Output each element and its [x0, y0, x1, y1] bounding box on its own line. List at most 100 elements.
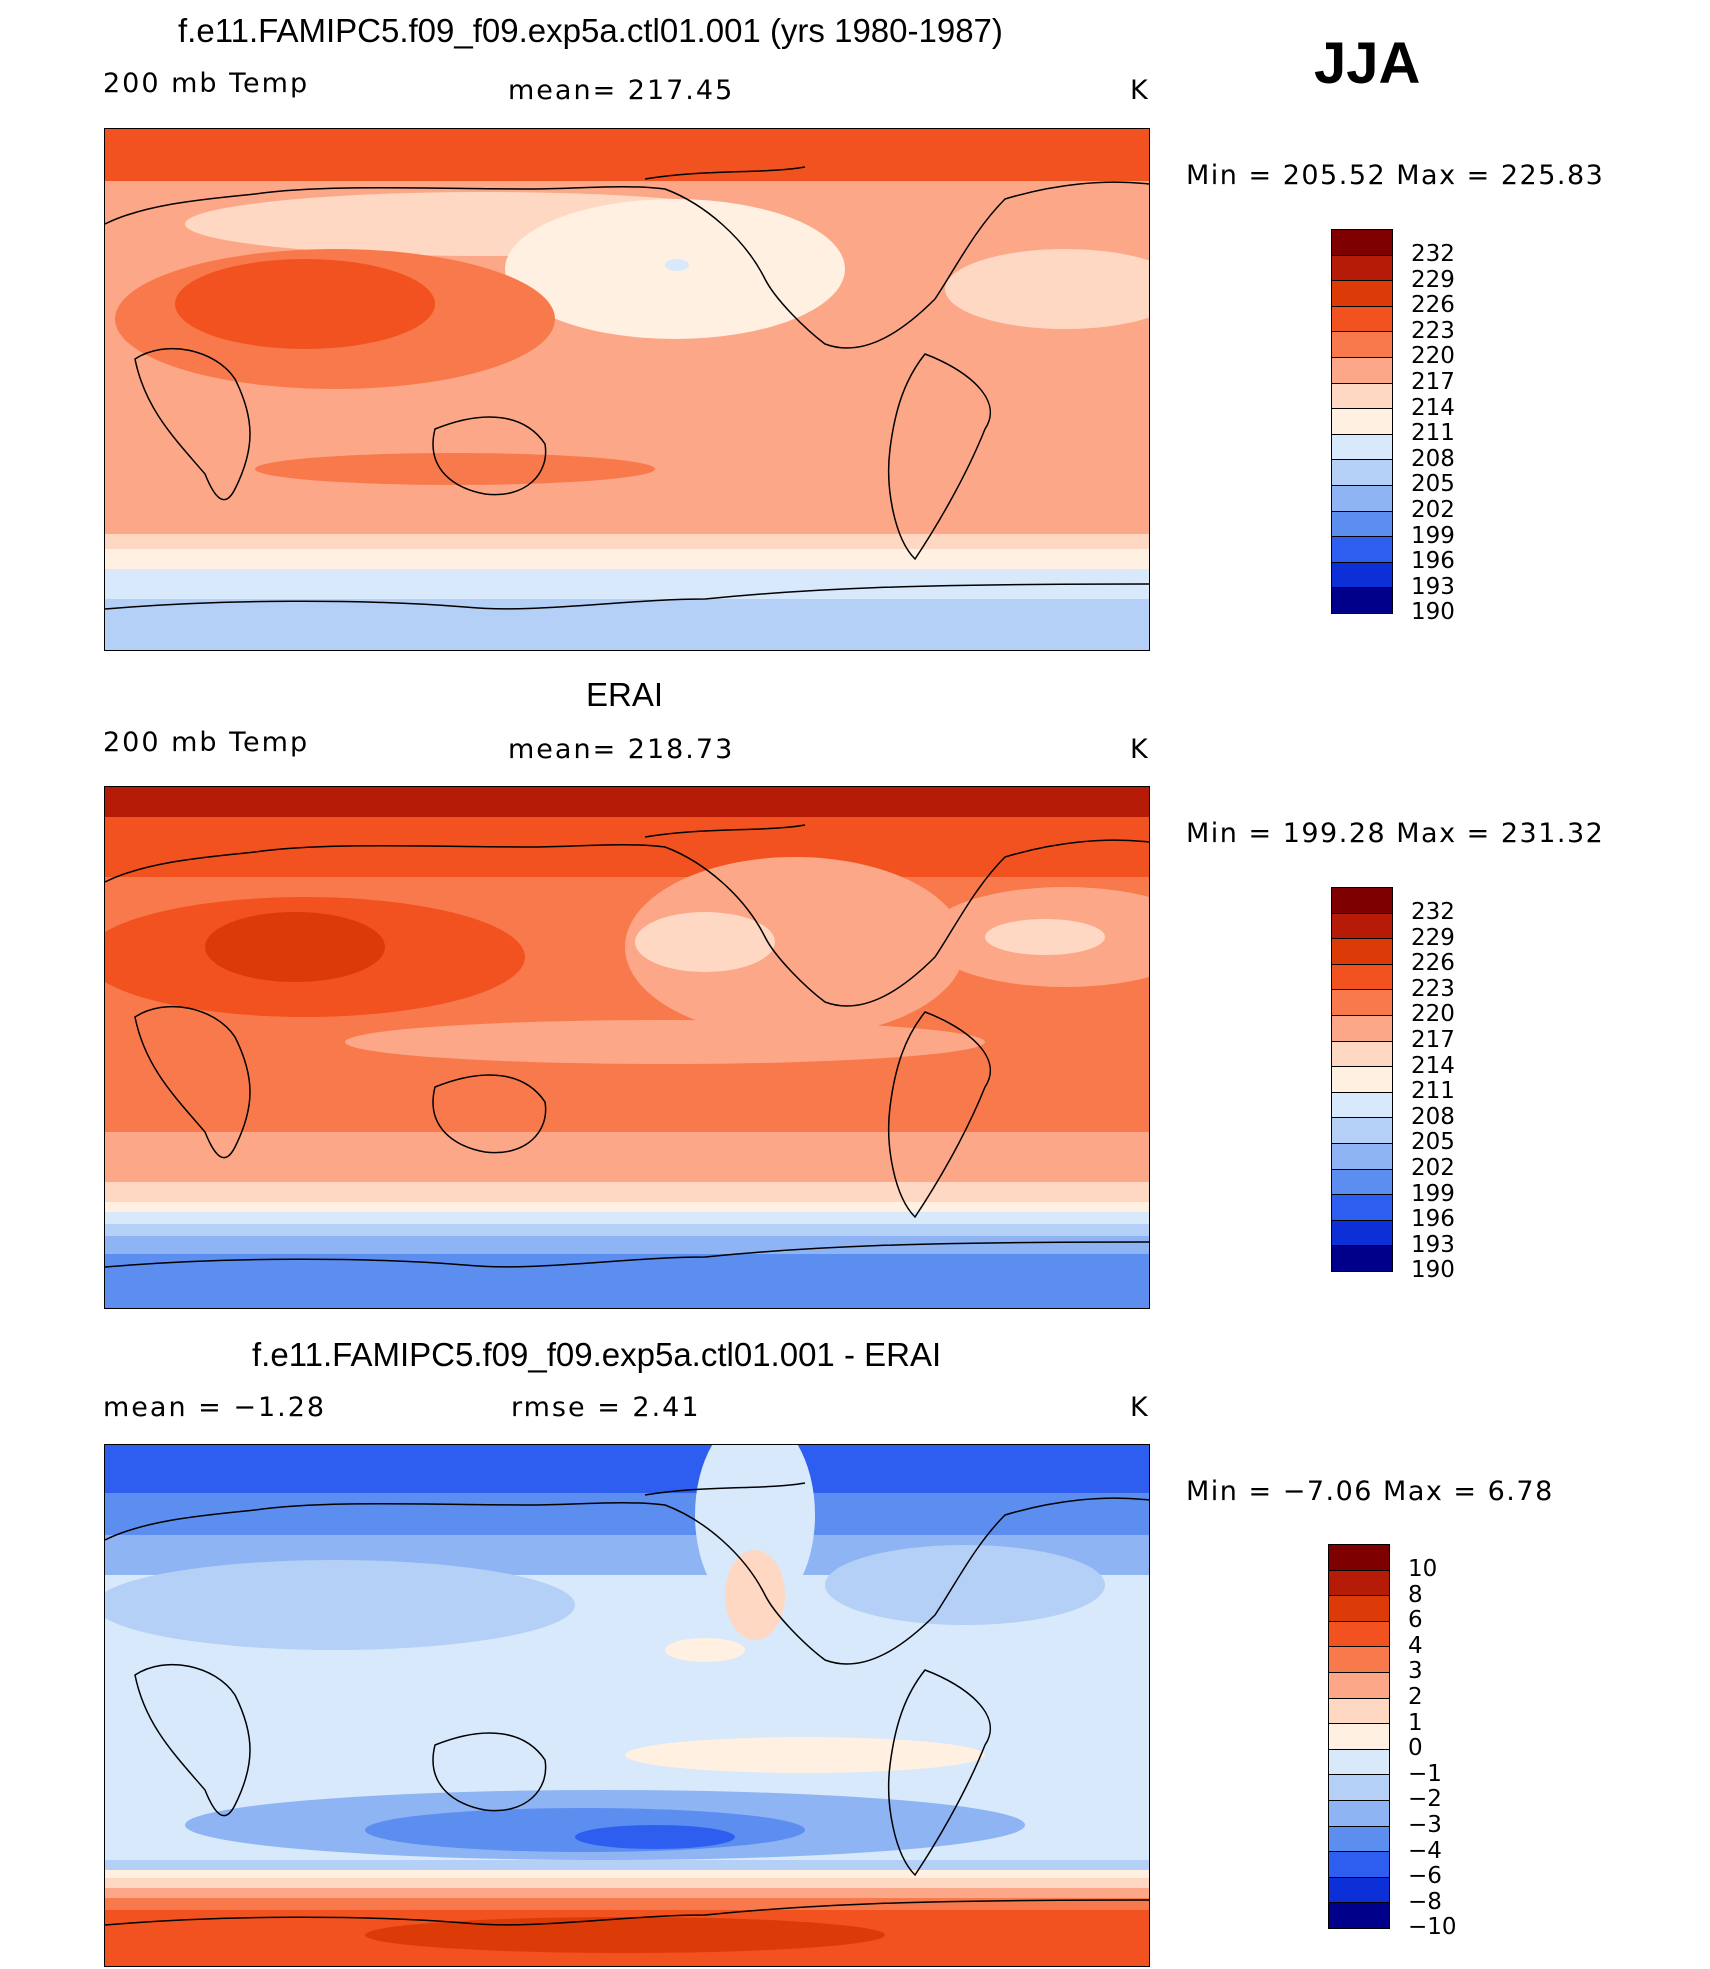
colorbar-tick-label: −2 [1408, 1786, 1442, 1813]
colorbar-tick-label: −10 [1408, 1914, 1457, 1941]
field-tropical-band [345, 1020, 985, 1064]
colorbar-swatch [1331, 963, 1393, 991]
panel-2-title: ERAI [586, 676, 664, 713]
colorbar-tick-label: 199 [1411, 522, 1455, 549]
colorbar-swatch [1331, 1168, 1393, 1196]
colorbar-tick-label: 229 [1411, 924, 1455, 951]
colorbar-tick-label: 220 [1411, 1001, 1455, 1028]
field-band-s5 [105, 1898, 1149, 1912]
field-band-antarctic [105, 599, 1149, 650]
colorbar-swatch [1328, 1902, 1390, 1929]
field-band-antarctic [105, 1254, 1149, 1308]
colorbar-tick-label: 217 [1411, 1027, 1455, 1054]
field-tibet-warm [175, 259, 435, 349]
colorbar-tick-label: 217 [1411, 369, 1455, 396]
colorbar-tick-label: 223 [1411, 975, 1455, 1002]
colorbar-swatch [1328, 1774, 1390, 1801]
colorbar-tick-label: 232 [1411, 899, 1455, 926]
colorbar-swatch [1331, 485, 1393, 512]
colorbar-tick-label: −3 [1408, 1812, 1442, 1839]
coastlines [105, 166, 1149, 610]
colorbar-swatch [1328, 1672, 1390, 1699]
colorbar-tick-label: 223 [1411, 317, 1455, 344]
colorbar-tick-label: 1 [1408, 1709, 1423, 1736]
colorbar-tick-label: −6 [1408, 1863, 1442, 1890]
panel-3-title: f.e11.FAMIPC5.f09_f09.exp5a.ctl01.001 - … [252, 1336, 942, 1373]
colorbar-tick-label: 226 [1411, 950, 1455, 977]
colorbar-tick-label: 196 [1411, 1206, 1455, 1233]
season-label: JJA [1314, 31, 1421, 96]
colorbar-swatch [1328, 1876, 1390, 1904]
colorbar-tick-label: 205 [1411, 471, 1455, 498]
field-band-s3 [105, 1878, 1149, 1890]
field-band-arctic [105, 787, 1149, 822]
colorbar-tick-label: 10 [1408, 1556, 1438, 1583]
colorbar-tick-label: 214 [1411, 394, 1455, 421]
colorbar-swatch [1331, 1117, 1393, 1144]
colorbar-swatch [1328, 1748, 1390, 1776]
panel-3-minmax: Min = −7.06 Max = 6.78 [1186, 1476, 1554, 1507]
colorbar-swatch [1328, 1800, 1390, 1827]
field-band-southern-ocean [105, 569, 1149, 604]
colorbar-swatch [1328, 1620, 1390, 1648]
field-atlantic-light [945, 249, 1149, 329]
colorbar-tick-label: 2 [1408, 1684, 1423, 1711]
colorbar-swatch [1331, 305, 1393, 333]
colorbar-swatch [1328, 1825, 1390, 1853]
colorbar-swatch [1331, 459, 1393, 486]
colorbar-tick-label: 3 [1408, 1658, 1423, 1685]
field-band-sw3 [105, 1236, 1149, 1256]
colorbar-swatch [1331, 229, 1393, 256]
colorbar-tick-label: −8 [1408, 1888, 1442, 1915]
colorbar-swatch [1328, 1646, 1390, 1673]
colorbar-swatch [1331, 1194, 1393, 1221]
field-band-sw1 [105, 1212, 1149, 1226]
colorbar-swatch [1331, 887, 1393, 914]
field-asia-cool [105, 1560, 575, 1650]
panel-1-map [104, 128, 1150, 651]
colorbar-swatch [1328, 1697, 1390, 1725]
colorbar-swatch [1331, 1091, 1393, 1119]
field-band-south-white [105, 1202, 1149, 1214]
colorbar-tick-label: −1 [1408, 1760, 1442, 1787]
field-north-pacific-cool [635, 912, 775, 972]
colorbar-tick-label: 205 [1411, 1129, 1455, 1156]
colorbar-swatch [1331, 1219, 1393, 1247]
colorbar-swatch [1331, 357, 1393, 384]
colorbar-tick-label: 208 [1411, 445, 1455, 472]
colorbar-swatch [1331, 938, 1393, 965]
colorbar-swatch [1331, 433, 1393, 461]
colorbar-tick-label: 8 [1408, 1581, 1423, 1608]
colorbar-swatch [1331, 561, 1393, 589]
field-band-s4 [105, 1888, 1149, 1900]
colorbar-tick-label: 196 [1411, 548, 1455, 575]
panel-2-map-svg [105, 787, 1149, 1308]
field-south-pacific-warm [625, 1737, 985, 1773]
colorbar-tick-label: 0 [1408, 1735, 1423, 1762]
colorbar-swatch [1331, 989, 1393, 1016]
colorbar-tick-label: 226 [1411, 292, 1455, 319]
colorbar-swatch [1331, 912, 1393, 940]
colorbar-swatch [1331, 382, 1393, 410]
colorbar-swatch [1331, 1143, 1393, 1170]
colorbar-swatch [1328, 1851, 1390, 1878]
colorbar-tick-label: 193 [1411, 1231, 1455, 1258]
panel-2-map [104, 786, 1150, 1309]
colorbar-swatch [1331, 1040, 1393, 1068]
field-band-s1 [105, 1860, 1149, 1872]
colorbar-tick-label: 202 [1411, 497, 1455, 524]
colorbar-swatch [1328, 1569, 1390, 1597]
colorbar-tick-label: 232 [1411, 241, 1455, 268]
field-pacific-warm-2 [665, 1638, 745, 1662]
field-tibet-core [205, 912, 385, 982]
colorbar-tick-label: 202 [1411, 1155, 1455, 1182]
panel-2-units-label: K [1130, 734, 1150, 765]
field-band-sw2 [105, 1224, 1149, 1238]
coastlines [105, 1482, 1149, 1926]
field-band-arctic [105, 129, 1149, 181]
colorbar-swatch [1328, 1723, 1390, 1750]
field-band-arctic [105, 1445, 1149, 1495]
colorbar-tick-label: −4 [1408, 1837, 1442, 1864]
colorbar-tick-label: 190 [1411, 599, 1455, 626]
field-southern-cool-core [365, 1808, 805, 1852]
